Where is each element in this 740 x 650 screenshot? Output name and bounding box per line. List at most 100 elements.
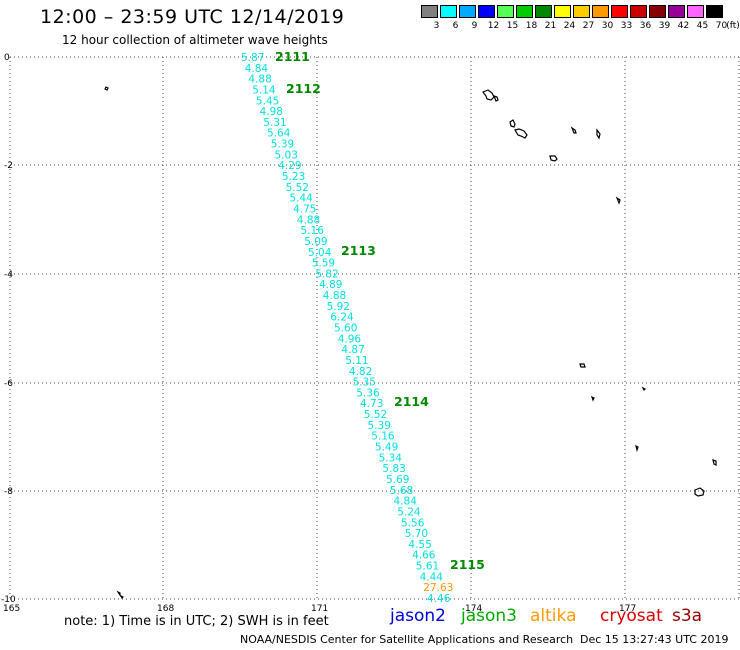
x-tick-labels: 165 168 171 174 177: [3, 604, 636, 614]
legend-swatch: [592, 5, 609, 18]
swh-label: 5.16: [371, 431, 395, 443]
legend-label: 45: [696, 21, 709, 31]
swh-label: 4.98: [260, 106, 283, 118]
swh-label: 5.45: [256, 95, 279, 107]
legend-swatch: [554, 5, 571, 18]
legend-label: 15: [506, 21, 519, 31]
legend-label: 39: [658, 21, 671, 31]
island: [514, 128, 528, 139]
legend-swatch: [611, 5, 628, 18]
x-tick-label: 171: [311, 604, 328, 614]
swh-label: 5.04: [308, 247, 332, 259]
swh-label: 5.49: [375, 442, 398, 454]
legend-swatch: [573, 5, 590, 18]
island: [596, 128, 601, 140]
swh-label: 5.03: [275, 149, 298, 161]
swh-label: 5.92: [327, 301, 350, 313]
island: [116, 590, 125, 600]
legend-swatch: [516, 5, 533, 18]
swh-label: 5.36: [356, 387, 380, 399]
satellite-name: cryosat: [600, 606, 663, 626]
swh-label: 5.87: [241, 52, 264, 64]
swh-label: 5.52: [364, 409, 387, 421]
swh-label: 5.39: [368, 420, 391, 432]
legend-swatch: [421, 5, 438, 18]
swh-label: 5.35: [353, 377, 376, 389]
swh-label: 27.63: [423, 582, 453, 594]
time-label: 2113: [341, 243, 376, 258]
swh-label: 5.60: [334, 323, 357, 335]
island: [641, 386, 647, 392]
y-tick-labels: 0 -2 -4 -6 -8 -10: [1, 53, 16, 605]
island: [492, 95, 499, 102]
swh-label: 5.44: [289, 193, 313, 205]
swh-label: 5.56: [401, 517, 425, 529]
time-label: 2114: [394, 394, 429, 409]
legend-label: 33: [620, 21, 633, 31]
swh-label: 5.61: [416, 561, 439, 573]
swh-label: 5.16: [301, 225, 325, 237]
timestamp-text: Dec 15 13:27:43 UTC 2019: [580, 633, 729, 646]
credit-text: NOAA/NESDIS Center for Satellite Applica…: [240, 633, 574, 646]
altimeter-track: 5.874.844.885.145.454.985.315.645.395.03…: [241, 49, 485, 605]
legend-label: 3: [433, 21, 440, 31]
swh-label: 5.64: [267, 128, 291, 140]
swh-label: 4.96: [338, 333, 362, 345]
island: [570, 126, 577, 134]
legend-swatch: [440, 5, 457, 18]
island: [615, 196, 621, 205]
swh-label: 4.55: [408, 539, 431, 551]
swh-label: 5.09: [304, 236, 327, 248]
island: [635, 444, 639, 453]
legend-swatch: [630, 5, 647, 18]
legend-label: 6: [452, 21, 459, 31]
swh-label: 5.23: [282, 171, 305, 183]
island: [579, 363, 586, 368]
swh-label: 5.52: [286, 182, 309, 194]
y-tick-label: -6: [4, 379, 13, 389]
legend-label: 18: [525, 21, 538, 31]
swh-label: 5.34: [379, 452, 403, 464]
y-tick-label: 0: [4, 53, 10, 63]
swh-label: 4.87: [341, 344, 364, 356]
swh-label: 4.75: [293, 204, 316, 216]
island: [549, 155, 558, 162]
y-tick-label: -4: [4, 270, 13, 280]
satellite-name: s3a: [672, 606, 703, 626]
swh-label: 5.31: [263, 117, 286, 129]
footnote: note: 1) Time is in UTC; 2) SWH is in fe…: [64, 614, 329, 629]
swh-label: 4.29: [278, 160, 301, 172]
time-label: 2115: [450, 557, 485, 572]
swh-label: 6.24: [330, 312, 354, 324]
y-tick-label: -8: [4, 487, 13, 497]
swh-label: 5.70: [405, 528, 428, 540]
legend-label: 42: [677, 21, 690, 31]
island-outlines: [104, 86, 717, 600]
swh-label: 5.69: [386, 474, 409, 486]
swh-label: 5.59: [312, 258, 335, 270]
island: [694, 487, 705, 497]
y-tick-label: -2: [4, 161, 13, 171]
time-label: 2111: [275, 49, 310, 64]
island: [509, 119, 516, 128]
swh-label: 4.88: [323, 290, 346, 302]
legend-swatch: [497, 5, 514, 18]
legend-swatch: [459, 5, 476, 18]
swh-label: 4.46: [427, 593, 451, 605]
legend-label: 30: [601, 21, 614, 31]
swh-label: 5.24: [397, 506, 421, 518]
swh-label: 4.82: [349, 366, 372, 378]
y-tick-label: -10: [1, 595, 16, 605]
x-tick-label: 177: [619, 604, 636, 614]
swh-label: 5.83: [382, 463, 405, 475]
legend-swatch: [649, 5, 666, 18]
swh-label: 5.11: [345, 355, 368, 367]
time-label: 2112: [286, 81, 321, 96]
island: [712, 459, 717, 466]
legend-swatch: [706, 5, 723, 18]
swh-label: 4.84: [245, 63, 269, 75]
page-subtitle: 12 hour collection of altimeter wave hei…: [62, 33, 328, 47]
swh-label: 4.66: [412, 550, 436, 562]
x-tick-label: 174: [465, 604, 482, 614]
